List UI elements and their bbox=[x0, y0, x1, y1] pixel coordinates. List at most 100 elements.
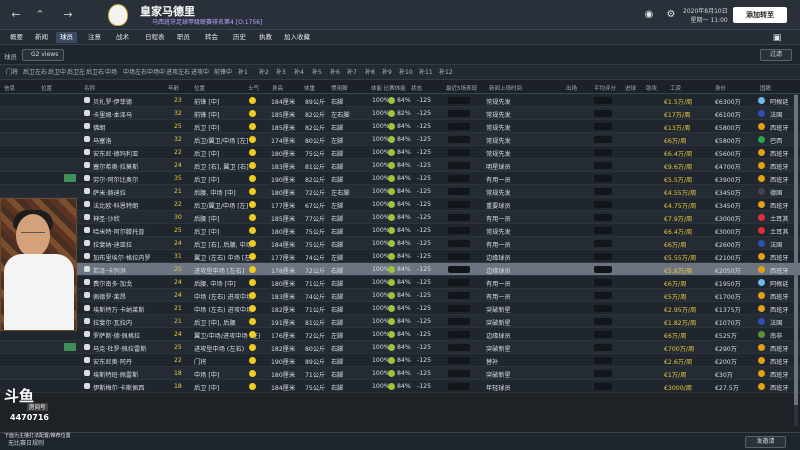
tab-extra-8[interactable]: 补8 bbox=[365, 69, 375, 76]
history-icon[interactable]: ⌃ bbox=[35, 8, 45, 21]
tab-extra-2[interactable]: 补2 bbox=[259, 69, 269, 76]
menu-schedule[interactable]: 日程表 bbox=[145, 33, 165, 41]
menu-notes[interactable]: 注意 bbox=[88, 33, 101, 41]
tab-dr[interactable]: 后卫右 bbox=[86, 69, 105, 76]
tab-extra-3[interactable]: 补3 bbox=[276, 69, 286, 76]
table-row[interactable]: 拉斐尔·瓦拉内 21 后卫 [中], 后腰 191厘米 81公斤 右脚 100% 84% -12… bbox=[0, 315, 800, 328]
header-goals[interactable]: 进球 bbox=[625, 86, 637, 92]
player-name[interactable]: 哈米特·阿尔滕托普 bbox=[93, 229, 145, 236]
tab-dl[interactable]: 后卫左 bbox=[67, 69, 86, 76]
header-morale[interactable]: 士气 bbox=[248, 86, 260, 92]
table-row[interactable]: 费尔南多·加戈 24 后腰, 中场 [中] 180厘米 71公斤 右脚 100% 84% -12… bbox=[0, 276, 800, 289]
menu-staff[interactable]: 职员 bbox=[177, 33, 190, 41]
table-row[interactable]: 马克·杜罗·佩拉雷斯 25 进攻型中场 (左右) 182厘米 80公斤 右脚 100% 84%… bbox=[0, 341, 800, 354]
menu-news[interactable]: 新闻 bbox=[35, 33, 48, 41]
table-row[interactable]: 埃斯特万·卡纳莱斯 21 中场 (左右) 进攻中场 182厘米 71公斤 右脚 100% 84… bbox=[0, 302, 800, 315]
header-age[interactable]: 年龄 bbox=[168, 86, 180, 92]
player-name[interactable]: 埃斯特班·佩雷斯 bbox=[93, 372, 139, 379]
ball-icon[interactable]: ◉ bbox=[644, 9, 654, 20]
table-row[interactable]: 马塞洛 32 后卫/翼卫/中场 [左] 174厘米 80公斤 左脚 100% 84% -125 常… bbox=[0, 133, 800, 146]
player-name[interactable]: 马克·杜罗·佩拉雷斯 bbox=[93, 346, 147, 353]
player-name[interactable]: 佩德罗·莱昂 bbox=[93, 294, 126, 301]
table-row[interactable]: 安东尼奥·阿丹 22 门将 190厘米 89公斤 右脚 100% 84% -125 替补 €2.6万… bbox=[0, 354, 800, 367]
view-select[interactable]: G2 views bbox=[22, 49, 64, 61]
table-row[interactable]: 拉斐纳·迪亚拉 24 后卫 [右], 后腰, 中场 184厘米 75公斤 右脚 100% 84… bbox=[0, 237, 800, 250]
table-row[interactable]: 若泽·卡列洪 25 进攻型中场 [左右] 178厘米 72公斤 右脚 100% 84% -125… bbox=[0, 263, 800, 276]
menu-favorite[interactable]: 加入收藏 bbox=[284, 33, 310, 41]
tab-extra-4[interactable]: 补4 bbox=[294, 69, 304, 76]
menu-transfer[interactable]: 转会 bbox=[205, 33, 218, 41]
table-row[interactable]: 萨米·赫迪拉 21 后腰, 中场 [中] 180厘米 72公斤 左右脚 100% 84% -12… bbox=[0, 185, 800, 198]
header-value[interactable]: 身价 bbox=[715, 86, 727, 92]
player-name[interactable]: 伊斯梅尔·卡斯佩西 bbox=[93, 385, 145, 392]
tab-extra-7[interactable]: 补7 bbox=[347, 69, 357, 76]
table-row[interactable]: 哈米特·阿尔滕托普 25 后卫 [中] 180厘米 75公斤 右脚 100% 84% -125 常… bbox=[0, 224, 800, 237]
menu-squad[interactable]: 球员 bbox=[56, 32, 77, 43]
player-name[interactable]: 安东尼奥·阿丹 bbox=[93, 359, 133, 366]
table-row[interactable]: 安东尼·德玛利亚 22 后卫 [中] 180厘米 75公斤 右脚 100% 84% -125 常规… bbox=[0, 146, 800, 159]
forward-arrow-icon[interactable]: → bbox=[63, 8, 73, 21]
tab-amlr[interactable]: 进攻左右 bbox=[166, 69, 191, 76]
header-assists[interactable]: 助攻 bbox=[646, 86, 658, 92]
header-last5[interactable]: 最近5场表现 bbox=[446, 86, 477, 92]
header-nation[interactable]: 国籍 bbox=[760, 86, 772, 92]
table-row[interactable]: 佩德罗·莱昂 24 中场 (左右) 进攻中场 183厘米 74公斤 右脚 100% 84% -1… bbox=[0, 289, 800, 302]
player-name[interactable]: 埃斯特万·卡纳莱斯 bbox=[93, 307, 145, 314]
tab-m[interactable]: 中场 bbox=[105, 69, 118, 76]
header-fitness[interactable]: 体能 比赛体能 bbox=[371, 86, 406, 92]
tab-dc[interactable]: 后卫中 bbox=[48, 69, 67, 76]
player-name[interactable]: 贝扎罗·伊菲德 bbox=[93, 99, 133, 106]
table-scrollbar-thumb[interactable] bbox=[794, 95, 798, 405]
tab-stc[interactable]: 前锋中 bbox=[214, 69, 233, 76]
player-name[interactable]: 神圣·沙欣 bbox=[93, 216, 120, 223]
table-row[interactable]: 法比欧·科恩特朗 22 后卫/翼卫/中场 [左] 177厘米 67公斤 左脚 100% 84%… bbox=[0, 198, 800, 211]
header-name[interactable]: 名称 bbox=[84, 86, 96, 92]
fullscreen-icon[interactable]: ▣ bbox=[772, 33, 782, 43]
player-name[interactable]: 马塞洛 bbox=[93, 138, 112, 145]
table-row[interactable]: 加布里埃尔·格拉内罗 31 翼卫 (左右) 中场 [左] 177厘米 74公斤 左脚 100… bbox=[0, 250, 800, 263]
tab-dlr[interactable]: 后卫左右 bbox=[23, 69, 48, 76]
table-row[interactable]: 神圣·沙欣 30 后腰 [中] 185厘米 77公斤 右脚 100% 84% -125 有用一员 €… bbox=[0, 211, 800, 224]
player-name[interactable]: 法比欧·科恩特朗 bbox=[93, 203, 139, 210]
header-role-position[interactable]: 位置 bbox=[194, 86, 206, 92]
tab-extra-9[interactable]: 补9 bbox=[382, 69, 392, 76]
header-rating[interactable]: 平均评分 bbox=[594, 86, 617, 92]
menu-tactics[interactable]: 战术 bbox=[116, 33, 129, 41]
header-wage[interactable]: 工资 bbox=[670, 86, 682, 92]
tab-extra-12[interactable]: 补12 bbox=[439, 69, 453, 76]
player-name[interactable]: 加布里埃尔·格拉内罗 bbox=[93, 255, 151, 262]
player-name[interactable]: 费尔南多·加戈 bbox=[93, 281, 133, 288]
player-name[interactable]: 萨米·赫迪拉 bbox=[93, 190, 126, 197]
tab-amc[interactable]: 进攻中 bbox=[191, 69, 210, 76]
tab-extra-6[interactable]: 补6 bbox=[330, 69, 340, 76]
table-row[interactable]: 塞尔希奥·拉莫斯 24 后卫 [右], 翼卫 [右] 183厘米 81公斤 右脚 100% 8… bbox=[0, 159, 800, 172]
menu-overview[interactable]: 概要 bbox=[10, 33, 23, 41]
player-name[interactable]: 劳尔·阿尔比奥尔 bbox=[93, 177, 139, 184]
table-row[interactable]: 佛朗 25 后卫 [中] 185厘米 82公斤 右脚 100% 84% -125 常规先发 €13万… bbox=[0, 120, 800, 133]
player-name[interactable]: 罗萨斯·德·佩格拉 bbox=[93, 333, 141, 340]
player-name[interactable]: 卡里姆·本泽马 bbox=[93, 112, 133, 119]
header-playing-time[interactable]: 新闻上场时间 bbox=[489, 86, 523, 92]
back-arrow-icon[interactable]: ← bbox=[11, 8, 21, 21]
table-row[interactable]: 埃斯特班·佩雷斯 18 中场 [中] 180厘米 71公斤 右脚 100% 84% -125 突破… bbox=[0, 367, 800, 380]
tab-extra-11[interactable]: 补11 bbox=[419, 69, 433, 76]
header-info[interactable]: 信息 bbox=[4, 86, 16, 92]
table-row[interactable]: 贝扎罗·伊菲德 23 前锋 [中] 184厘米 89公斤 右脚 100% 84% -125 常规先… bbox=[0, 94, 800, 107]
header-weight[interactable]: 体重 bbox=[304, 86, 316, 92]
continue-button[interactable]: 添加转至 bbox=[733, 7, 787, 23]
table-row[interactable]: 卡里姆·本泽马 32 前锋 [中] 185厘米 82公斤 左右脚 100% 82% -125 常规… bbox=[0, 107, 800, 120]
player-name[interactable]: 拉斐纳·迪亚拉 bbox=[93, 242, 133, 249]
table-row[interactable]: 伊斯梅尔·卡斯佩西 18 后卫 [中] 184厘米 75公斤 右脚 100% 84% -125 年… bbox=[0, 380, 800, 393]
header-position[interactable]: 位置 bbox=[41, 86, 53, 92]
player-name[interactable]: 塞尔希奥·拉莫斯 bbox=[93, 164, 139, 171]
player-name[interactable]: 拉斐尔·瓦拉内 bbox=[93, 320, 133, 327]
tab-extra-10[interactable]: 补10 bbox=[399, 69, 413, 76]
filter-select[interactable]: 过滤 bbox=[760, 49, 792, 61]
header-condition[interactable]: 状态 bbox=[411, 86, 423, 92]
table-row[interactable]: 劳尔·阿尔比奥尔 35 后卫 [中] 190厘米 82公斤 右脚 100% 84% -125 有用… bbox=[0, 172, 800, 185]
header-apps[interactable]: 出场 bbox=[566, 86, 578, 92]
tab-mc[interactable]: 中场中 bbox=[147, 69, 166, 76]
gear-icon[interactable]: ⚙ bbox=[666, 9, 676, 20]
bottom-action-button[interactable]: 发邀请 bbox=[745, 436, 786, 448]
player-name[interactable]: 安东尼·德玛利亚 bbox=[93, 151, 139, 158]
